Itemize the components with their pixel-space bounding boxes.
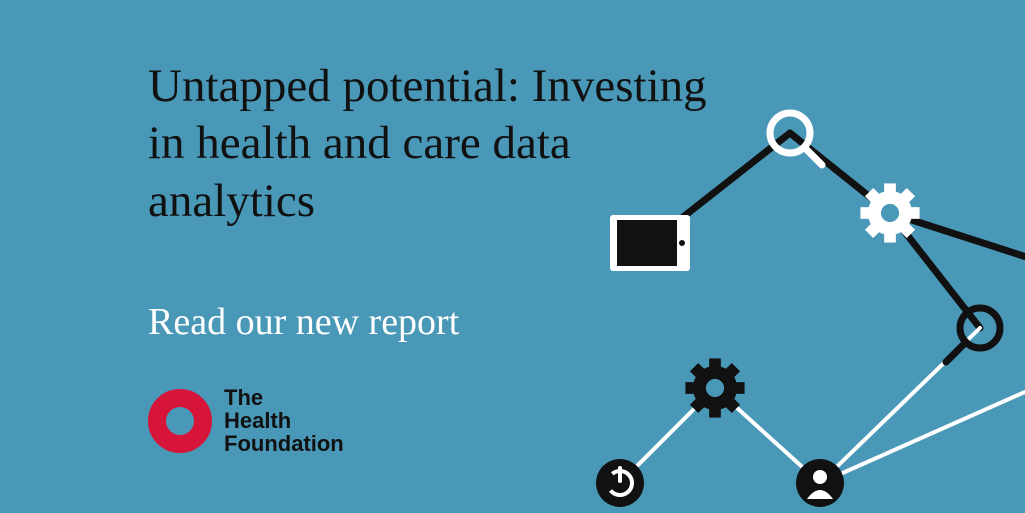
- power-icon: [596, 459, 644, 507]
- logo-ring-icon: [148, 389, 212, 453]
- gear-icon: [685, 358, 744, 417]
- tablet-icon: [610, 215, 690, 271]
- logo-line-3: Foundation: [224, 432, 344, 455]
- cta-text: Read our new report: [148, 300, 459, 344]
- gear-icon: [860, 183, 919, 242]
- user-icon: [796, 459, 844, 507]
- brand-logo: The Health Foundation: [148, 386, 344, 455]
- logo-line-1: The: [224, 386, 344, 409]
- logo-wordmark: The Health Foundation: [224, 386, 344, 455]
- promo-card: Untapped potential: Investing in health …: [0, 0, 1025, 513]
- network-graphic: [545, 93, 1025, 513]
- logo-line-2: Health: [224, 409, 344, 432]
